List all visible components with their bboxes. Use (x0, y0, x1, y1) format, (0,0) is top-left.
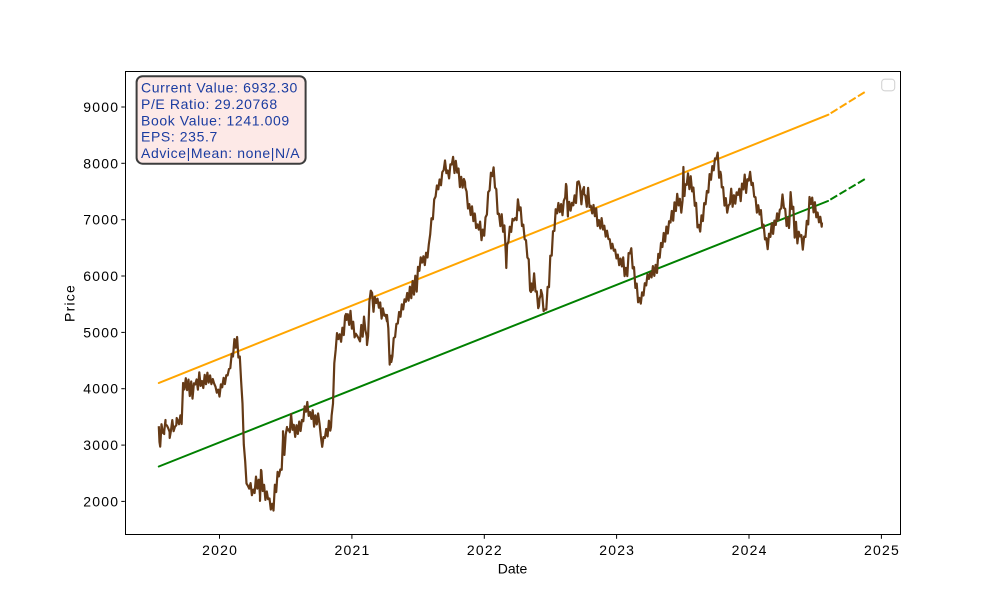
svg-text:Price: Price (62, 284, 78, 322)
svg-text:Book Value: 1241.009: Book Value: 1241.009 (141, 112, 290, 128)
svg-text:8000: 8000 (83, 155, 119, 171)
svg-text:7000: 7000 (83, 212, 119, 228)
svg-text:6000: 6000 (83, 268, 119, 284)
svg-text:2000: 2000 (83, 493, 119, 509)
svg-text:4000: 4000 (83, 381, 119, 397)
svg-text:5000: 5000 (83, 324, 119, 340)
svg-text:Current Value: 6932.30: Current Value: 6932.30 (141, 80, 298, 96)
svg-text:Advice|Mean: none|N/A: Advice|Mean: none|N/A (141, 145, 300, 161)
svg-text:Date: Date (498, 561, 528, 577)
svg-text:9000: 9000 (83, 99, 119, 115)
svg-text:2020: 2020 (202, 542, 238, 558)
svg-text:2025: 2025 (864, 542, 900, 558)
svg-text:EPS: 235.7: EPS: 235.7 (141, 129, 218, 145)
svg-text:3000: 3000 (83, 437, 119, 453)
svg-text:2021: 2021 (335, 542, 371, 558)
svg-text:2023: 2023 (599, 542, 635, 558)
svg-text:2024: 2024 (732, 542, 768, 558)
svg-text:2022: 2022 (467, 542, 503, 558)
svg-text:P/E Ratio: 29.20768: P/E Ratio: 29.20768 (141, 96, 278, 112)
